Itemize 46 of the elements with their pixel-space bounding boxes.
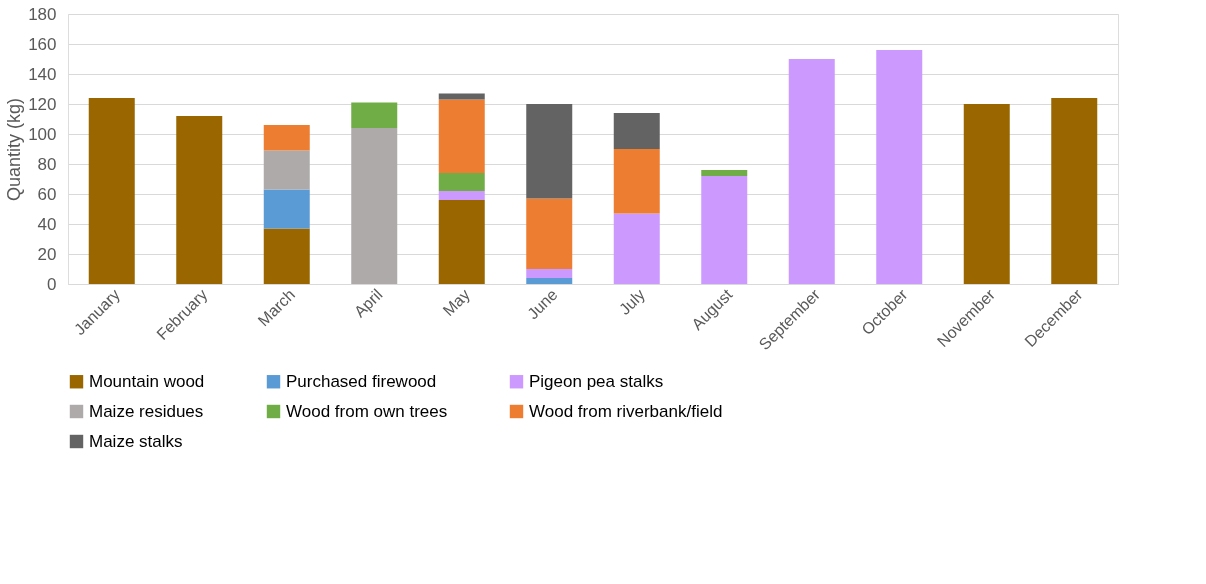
legend-label: Pigeon pea stalks [529, 371, 664, 391]
legend-label: Maize residues [89, 401, 204, 421]
legend-label: Mountain wood [89, 371, 205, 391]
bar [263, 150, 310, 190]
bar [963, 104, 1010, 284]
bar [613, 149, 660, 214]
bar [88, 98, 135, 284]
bar [438, 173, 485, 191]
bar [263, 189, 310, 229]
y-tick-label: 100 [28, 124, 57, 144]
y-tick-label: 0 [47, 274, 57, 294]
legend-label: Wood from own trees [286, 401, 448, 421]
bar [438, 99, 485, 173]
bar [438, 93, 485, 100]
y-tick-label: 160 [28, 34, 57, 54]
bar [526, 104, 573, 199]
bar [351, 102, 398, 128]
x-tick-label: May [439, 285, 474, 320]
bar [876, 50, 923, 284]
y-tick-label: 20 [37, 244, 57, 264]
legend-label: Wood from riverbank/field [529, 401, 723, 421]
bar [351, 128, 398, 284]
bar [263, 125, 310, 151]
legend-label: Purchased firewood [286, 371, 437, 391]
y-tick-label: 140 [28, 64, 57, 84]
y-tick-label: 60 [37, 184, 57, 204]
y-tick-label: 180 [28, 4, 57, 24]
bar [701, 176, 748, 284]
y-tick-label: 40 [37, 214, 57, 234]
y-tick-label: 120 [28, 94, 57, 114]
x-tick-label: July [615, 285, 649, 318]
bar [613, 213, 660, 284]
bar [526, 278, 573, 284]
bar [526, 269, 573, 278]
bar [438, 200, 485, 284]
legend-label: Maize stalks [89, 431, 183, 451]
y-axis-title: Quantity (kg) [4, 97, 25, 202]
bar [701, 170, 748, 176]
bar [788, 59, 835, 284]
bar [613, 113, 660, 149]
bar [438, 191, 485, 200]
bar [1051, 98, 1098, 284]
bar [263, 228, 310, 284]
y-tick-label: 80 [37, 154, 57, 174]
bar [526, 198, 573, 269]
bar [176, 116, 223, 284]
